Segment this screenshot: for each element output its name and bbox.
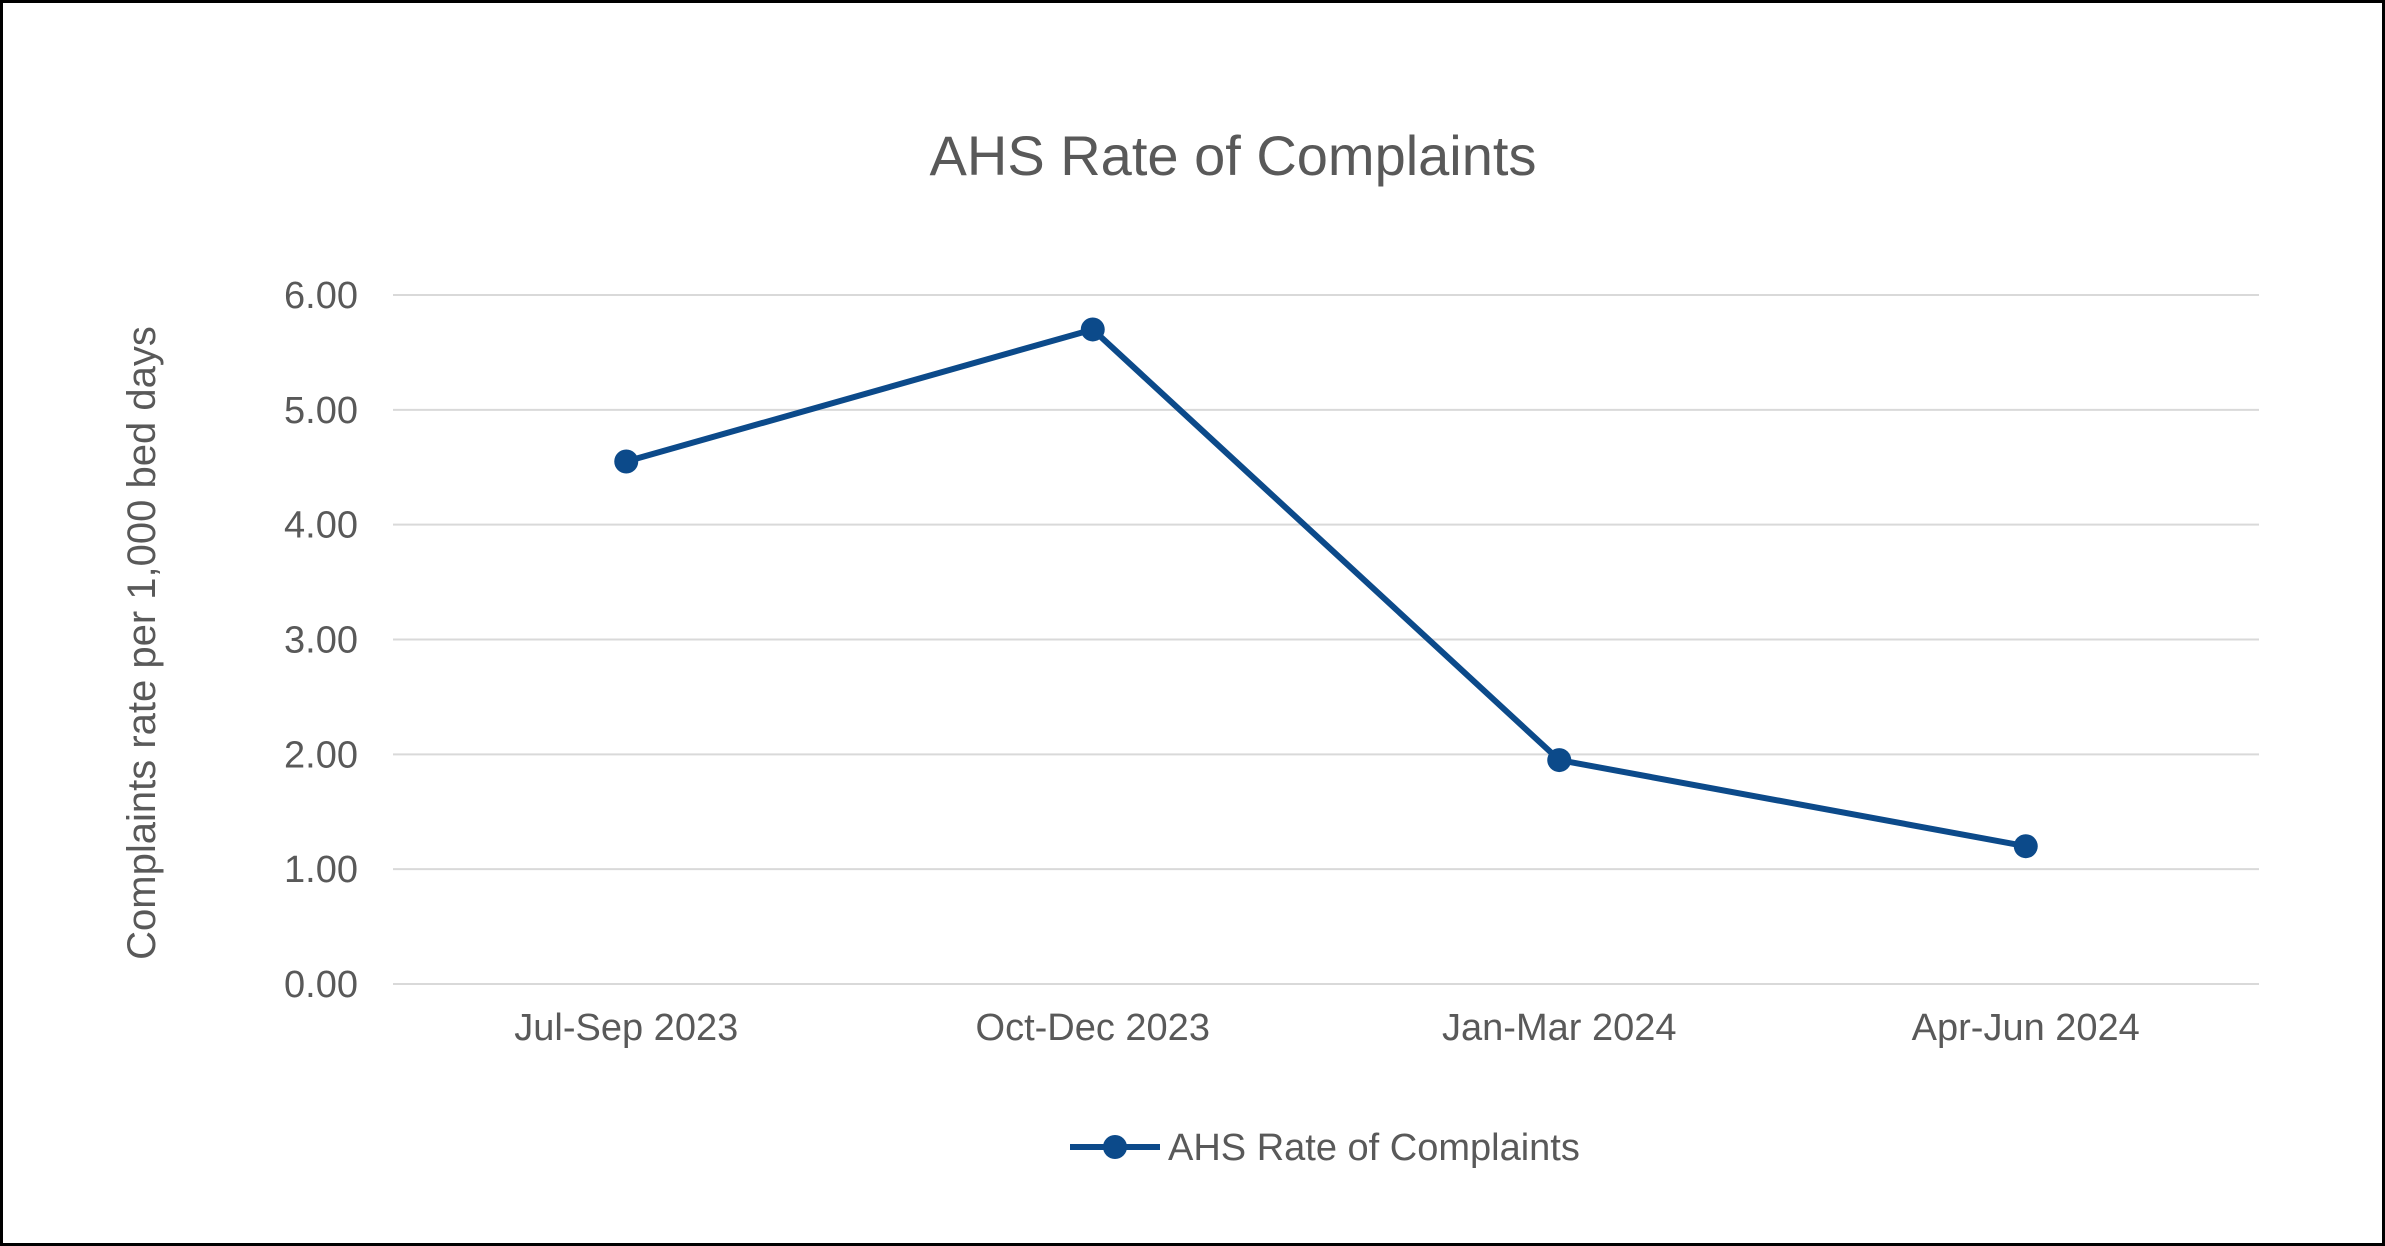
- data-point-1: [1080, 317, 1105, 342]
- series-line-0: [623, 326, 2029, 850]
- y-axis-title: Complaints rate per 1,000 bed days: [120, 326, 164, 960]
- x-tick-label-0: Jul-Sep 2023: [514, 1007, 738, 1049]
- series-group: [614, 317, 2038, 859]
- y-axis-ticks: 0.00 1.00 2.00 3.00 4.00 5.00 6.00: [284, 275, 358, 1006]
- y-tick-label-6: 6.00: [284, 275, 358, 317]
- y-tick-label-3: 3.00: [284, 620, 358, 662]
- x-tick-label-1: Oct-Dec 2023: [976, 1007, 1210, 1049]
- data-point-3: [2013, 834, 2038, 859]
- legend: AHS Rate of Complaints: [1070, 1127, 1580, 1169]
- y-tick-label-1: 1.00: [284, 849, 358, 891]
- data-point-2: [1547, 748, 1572, 773]
- y-tick-label-5: 5.00: [284, 390, 358, 432]
- y-tick-label-4: 4.00: [284, 505, 358, 547]
- gridlines: [393, 294, 2259, 985]
- y-tick-label-0: 0.00: [284, 964, 358, 1006]
- data-point-0: [614, 449, 639, 474]
- legend-label: AHS Rate of Complaints: [1168, 1127, 1580, 1169]
- chart-title: AHS Rate of Complaints: [930, 124, 1537, 187]
- x-tick-label-2: Jan-Mar 2024: [1442, 1007, 1676, 1049]
- x-axis-ticks: Jul-Sep 2023 Oct-Dec 2023 Jan-Mar 2024 Apr-…: [514, 1007, 2140, 1049]
- y-tick-label-2: 2.00: [284, 734, 358, 776]
- x-tick-label-3: Apr-Jun 2024: [1912, 1007, 2140, 1049]
- legend-point-marker: [1103, 1135, 1127, 1159]
